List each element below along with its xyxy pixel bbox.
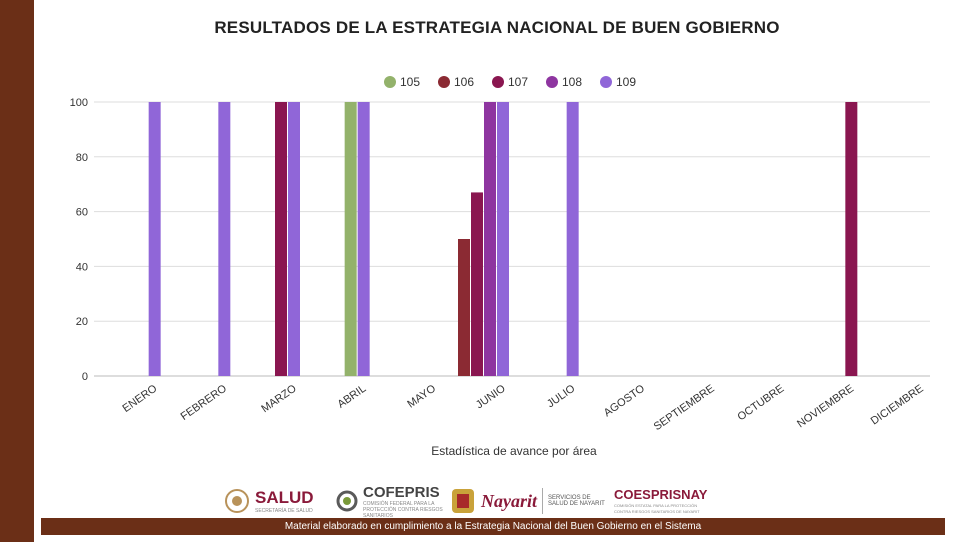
coesprisnay-logo: COESPRISNAY COMISIÓN ESTATAL PARA LA PRO…: [614, 484, 707, 518]
bar-109-enero: [148, 102, 161, 376]
bar-107-noviembre: [845, 102, 858, 376]
legend-marker: [492, 76, 504, 88]
bar-107-junio: [471, 192, 483, 376]
legend-label: 105: [400, 75, 420, 89]
legend-marker: [546, 76, 558, 88]
y-tick-label: 80: [76, 152, 88, 164]
nayarit-shield-icon: [452, 489, 474, 513]
y-tick-label: 60: [76, 207, 88, 219]
bar-109-junio: [497, 102, 509, 376]
bar-chart: 0 20 40 60 80 100 ENERO FEBRERO MARZO ABRIL MAYO JU…: [70, 75, 930, 434]
x-tick-label: SEPTIEMBRE: [652, 383, 717, 434]
legend-label: 109: [616, 75, 636, 89]
logo-strip: SALUD SECRETARÍA DE SALUD COFEPRIS COMIS…: [0, 483, 960, 519]
bar-107-marzo: [275, 102, 287, 376]
y-tick-label: 0: [82, 371, 88, 383]
x-tick-label: DICIEMBRE: [869, 383, 926, 428]
bar-109-abril: [357, 102, 370, 376]
x-tick-label: ENERO: [120, 382, 159, 415]
cofepris-logo: COFEPRIS COMISIÓN FEDERAL PARA LA PROTEC…: [336, 483, 453, 519]
nayarit-logo: Nayarit SERVICIOS DE SALUD DE NAYARIT: [450, 484, 610, 518]
legend-label: 106: [454, 75, 474, 89]
y-tick-label: 40: [76, 261, 88, 273]
x-tick-label: OCTUBRE: [735, 383, 786, 424]
cofepris-logo-sub: COMISIÓN FEDERAL PARA LA PROTECCIÓN CONT…: [363, 500, 443, 519]
x-tick-label: JULIO: [545, 382, 578, 410]
nayarit-logo-sub: SERVICIOS DE SALUD DE NAYARIT: [548, 495, 605, 507]
x-tick-label: MAYO: [405, 382, 438, 410]
coat-of-arms-icon: [225, 489, 249, 513]
x-tick-label: MARZO: [259, 382, 299, 415]
y-tick-label: 100: [70, 97, 88, 109]
bar-109-julio: [566, 102, 579, 376]
legend-marker: [600, 76, 612, 88]
x-tick-label: JUNIO: [474, 382, 508, 411]
bar-106-junio: [458, 239, 470, 376]
logo-divider: [542, 488, 543, 514]
x-tick-label: FEBRERO: [179, 382, 230, 423]
page-title: RESULTADOS DE LA ESTRATEGIA NACIONAL DE …: [214, 18, 780, 37]
footer-banner: Material elaborado en cumplimiento a la …: [41, 518, 945, 535]
salud-logo-text: SALUD: [255, 488, 314, 507]
coesprisnay-logo-text: COESPRISNAY: [614, 487, 708, 502]
bar-109-marzo: [288, 102, 300, 376]
salud-logo: SALUD SECRETARÍA DE SALUD: [224, 484, 314, 518]
legend-label: 107: [508, 75, 528, 89]
x-tick-label: ABRIL: [335, 383, 368, 411]
coesprisnay-logo-sub: COMISIÓN ESTATAL PARA LA PROTECCIÓN CONT…: [614, 503, 700, 514]
bar-108-junio: [484, 102, 496, 376]
bar-105-abril: [344, 102, 357, 376]
x-tick-label: AGOSTO: [602, 382, 648, 419]
legend-marker: [438, 76, 450, 88]
cofepris-mark-icon: [336, 490, 358, 512]
bar-109-febrero: [218, 102, 231, 376]
side-band: [0, 0, 34, 542]
salud-logo-sub: SECRETARÍA DE SALUD: [255, 508, 313, 514]
y-tick-label: 20: [76, 316, 88, 328]
nayarit-logo-text: Nayarit: [481, 490, 537, 511]
legend-marker: [384, 76, 396, 88]
x-axis-label: Estadística de avance por área: [431, 444, 597, 458]
cofepris-logo-text: COFEPRIS: [363, 483, 440, 501]
legend-label: 108: [562, 75, 582, 89]
x-tick-label: NOVIEMBRE: [795, 383, 856, 431]
